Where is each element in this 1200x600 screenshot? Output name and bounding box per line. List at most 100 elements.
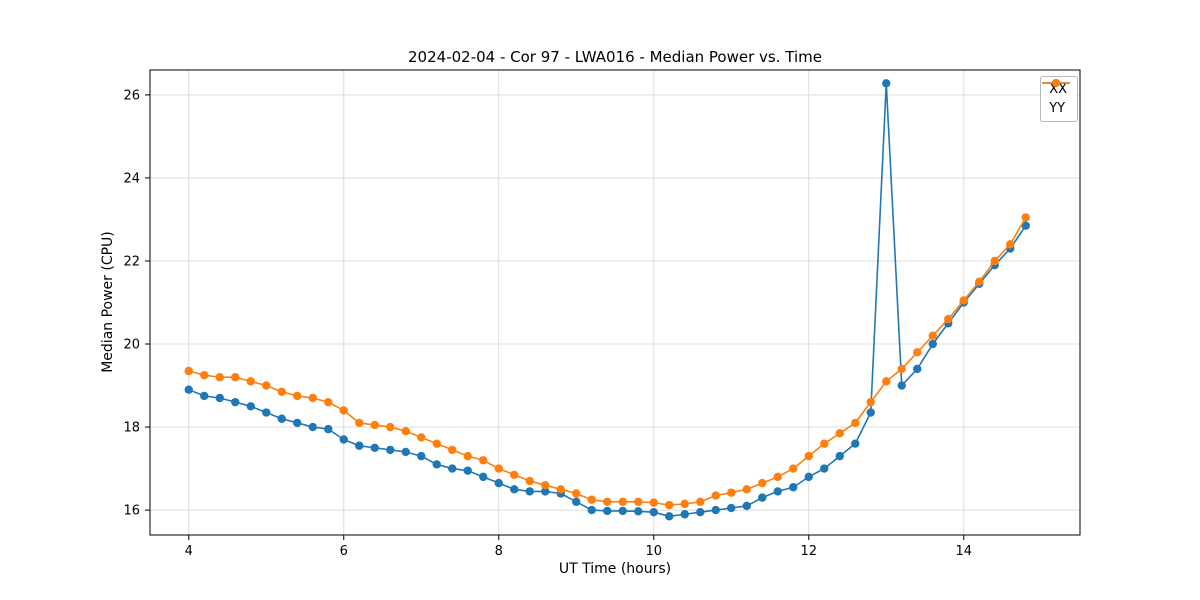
data-point-yy: [897, 364, 906, 374]
data-point-xx: [293, 418, 302, 428]
data-point-xx: [417, 451, 426, 461]
data-point-yy: [758, 478, 767, 488]
grid: [150, 70, 1080, 535]
data-point-xx: [386, 445, 395, 455]
data-point-xx: [897, 381, 906, 390]
x-tick-label: 10: [645, 544, 662, 559]
data-point-yy: [541, 480, 550, 490]
data-point-yy: [293, 391, 302, 401]
data-point-yy: [448, 445, 457, 455]
y-tick-label: 24: [123, 171, 140, 186]
data-point-yy: [851, 418, 860, 428]
data-point-yy: [572, 489, 581, 498]
data-point-yy: [432, 439, 441, 448]
data-point-yy: [401, 427, 410, 436]
data-point-xx: [665, 512, 674, 521]
legend-swatch-yy-icon: [1042, 79, 1071, 87]
data-point-yy: [789, 464, 798, 473]
data-point-yy: [246, 377, 255, 386]
data-point-xx: [494, 478, 503, 488]
data-point-xx: [262, 408, 271, 417]
data-point-xx: [634, 507, 643, 516]
data-point-xx: [696, 507, 705, 517]
data-point-xx: [231, 397, 240, 407]
plot-area-border: [149, 69, 1081, 536]
data-point-xx: [680, 510, 689, 519]
data-point-xx: [572, 497, 581, 506]
data-point-xx: [789, 483, 798, 492]
data-point-yy: [1006, 240, 1015, 249]
data-point-xx: [928, 339, 937, 349]
data-point-yy: [804, 451, 813, 461]
data-point-xx: [370, 443, 379, 453]
data-point-xx: [463, 466, 472, 475]
y-axis-label: Median Power (CPU): [100, 231, 116, 373]
data-point-yy: [944, 314, 953, 324]
data-point-xx: [448, 464, 457, 473]
data-point-yy: [525, 476, 534, 486]
x-axis-label: UT Time (hours): [558, 561, 672, 577]
x-tick-label: 4: [185, 544, 193, 559]
axes: 4 6 8 10 12 14 16 18 20 22 24 26: [123, 88, 972, 559]
data-point-xx: [510, 485, 519, 494]
y-tick-label: 22: [123, 254, 140, 269]
data-point-yy: [200, 370, 209, 380]
data-point-yy: [711, 491, 720, 500]
data-point-yy: [975, 277, 984, 286]
data-point-yy: [1021, 213, 1030, 222]
data-point-yy: [649, 498, 658, 507]
chart-title: 2024-02-04 - Cor 97 - LWA016 - Median Po…: [408, 48, 822, 66]
data-point-yy: [835, 429, 844, 438]
data-point-xx: [184, 385, 193, 394]
data-point-yy: [308, 393, 317, 403]
y-tick-label: 26: [123, 88, 140, 103]
data-point-xx: [308, 422, 317, 432]
data-point-xx: [711, 505, 720, 515]
data-point-xx: [866, 408, 875, 417]
data-point-yy: [494, 464, 503, 473]
data-point-xx: [200, 391, 209, 401]
x-tick-label: 6: [340, 544, 348, 559]
data-point-xx: [541, 487, 550, 496]
y-tick-label: 18: [123, 421, 140, 436]
data-point-yy: [556, 485, 565, 494]
data-point-yy: [324, 397, 333, 407]
data-point-xx: [277, 414, 286, 423]
data-point-yy: [882, 377, 891, 386]
data-point-yy: [820, 439, 829, 448]
data-point-xx: [432, 460, 441, 469]
y-tick-label: 20: [123, 338, 140, 353]
x-tick-label: 12: [800, 544, 817, 559]
data-point-xx: [587, 505, 596, 515]
data-point-yy: [603, 497, 612, 506]
data-point-xx: [339, 435, 348, 444]
data-point-yy: [959, 296, 968, 305]
data-point-xx: [324, 424, 333, 434]
data-point-xx: [649, 507, 658, 517]
data-point-yy: [479, 456, 488, 465]
data-point-yy: [417, 433, 426, 442]
data-point-yy: [742, 485, 751, 494]
data-point-xx: [479, 472, 488, 482]
data-point-yy: [386, 422, 395, 432]
y-tick-label: 16: [123, 504, 140, 519]
data-point-xx: [355, 441, 364, 450]
data-point-yy: [866, 397, 875, 407]
data-point-xx: [1021, 221, 1030, 230]
data-point-xx: [742, 501, 751, 511]
legend: XX YY: [1040, 76, 1078, 122]
data-point-yy: [773, 472, 782, 482]
data-point-yy: [215, 373, 224, 382]
x-tick-label: 8: [495, 544, 503, 559]
data-point-xx: [820, 464, 829, 473]
data-point-yy: [587, 495, 596, 504]
data-point-yy: [370, 420, 379, 430]
legend-label-yy: YY: [1049, 101, 1066, 116]
data-point-xx: [851, 439, 860, 448]
data-point-xx: [758, 493, 767, 502]
data-point-xx: [603, 506, 612, 516]
data-point-yy: [184, 366, 193, 376]
series-xx: [184, 79, 1030, 521]
